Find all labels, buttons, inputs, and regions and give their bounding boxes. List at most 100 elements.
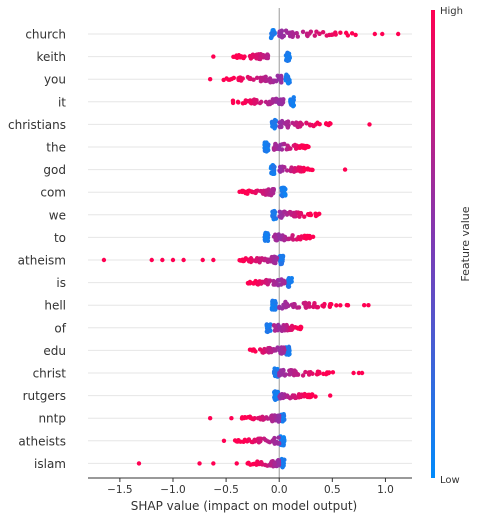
shap-point-atheists [252,437,258,443]
shap-outlier-hell [366,303,371,308]
shap-outlier-atheism [160,257,165,263]
shap-point-nntp [257,415,262,420]
feature-label-com: com [40,186,66,200]
shap-point-god [305,167,310,172]
shap-point-atheism [279,261,284,266]
shap-point-christ [306,372,312,377]
shap-point-atheists [280,438,286,444]
feature-label-you: you [44,73,66,87]
shap-point-we [277,209,282,214]
colorbar: High Low Feature value [431,6,472,486]
shap-point-you [268,80,273,85]
x-tick-label: −0.5 [213,484,239,496]
shap-point-atheism [253,259,259,264]
shap-point-com [282,187,287,192]
shap-point-christ [303,369,308,375]
shap-point-the [282,141,287,147]
shap-point-edu [260,350,266,355]
shap-outlier-islam [211,461,216,466]
shap-point-it [230,100,236,106]
shap-point-church [333,32,338,37]
feature-label-edu: edu [43,344,66,358]
shap-point-edu [287,351,292,357]
shap-point-is [280,279,285,284]
shap-point-god [288,168,293,173]
shap-point-to [278,234,284,239]
shap-outlier-islam [197,461,202,466]
shap-point-god [284,168,290,173]
shap-point-the [264,140,269,145]
feature-label-atheists: atheists [18,434,66,448]
shap-point-atheists [246,437,252,443]
shap-point-the [284,147,289,152]
shap-point-to [264,236,269,242]
shap-point-it [252,97,257,102]
shap-outlier-atheism [101,257,107,263]
shap-point-you [251,77,256,82]
shap-point-god [271,164,276,170]
shap-point-we [308,211,313,216]
feature-label-keith: keith [36,50,66,64]
shap-point-we [277,214,283,219]
shap-point-keith [234,53,240,59]
shap-point-it [272,97,278,102]
shap-outlier-atheism [200,257,205,263]
shap-point-christians [270,124,276,129]
shap-point-com [260,189,265,194]
feature-label-god: god [43,163,66,177]
shap-point-it [279,97,285,102]
shap-outlier-keith [211,54,216,59]
shap-point-christ [321,371,326,377]
shap-point-christ [280,368,286,373]
shap-point-nntp [269,413,274,419]
shap-point-hell [303,305,309,310]
shap-point-rutgers [285,394,290,400]
shap-point-rutgers [280,395,286,401]
shap-point-we [270,211,276,216]
shap-outlier-atheism [170,257,176,263]
shap-point-keith [285,57,290,63]
shap-point-church [330,32,335,37]
shap-point-keith [257,56,263,62]
shap-point-hell [306,301,312,306]
shap-point-christians [323,121,329,127]
shap-outlier-rutgers [328,393,333,398]
shap-point-rutgers [298,394,304,400]
shap-point-it [266,101,271,107]
shap-point-rutgers [292,393,297,398]
shap-point-it [245,99,251,104]
shap-point-christians [277,120,282,125]
shap-point-you [245,74,251,80]
shap-point-you [254,75,260,81]
shap-point-atheism [258,257,264,262]
shap-point-com [245,189,251,194]
shap-outlier-christians [367,122,372,127]
shap-point-atheism [241,258,246,264]
shap-point-we [292,213,297,218]
shap-point-edu [247,347,253,352]
shap-point-christ [300,373,306,378]
shap-point-church [300,29,306,35]
shap-point-we [288,210,294,215]
shap-point-it [259,99,264,105]
shap-point-christ [330,370,336,375]
shap-outlier-nntp [229,416,234,421]
shap-point-atheism [265,259,270,264]
shap-point-church [304,33,310,38]
shap-points [101,27,401,470]
shap-point-islam [280,463,286,468]
colorbar-high-label: High [440,6,463,17]
shap-point-hell [328,301,333,307]
shap-point-christians [327,121,332,126]
shap-outlier-atheism [181,257,186,263]
shap-point-church [317,31,322,37]
shap-point-the [274,143,279,148]
x-tick-label: 0.0 [271,484,288,496]
shap-point-atheists [276,435,281,440]
shap-point-atheism [246,259,252,264]
shap-point-nntp [276,413,282,418]
shap-point-atheists [242,437,248,443]
shap-point-keith [265,53,271,58]
shap-point-god [291,169,297,174]
